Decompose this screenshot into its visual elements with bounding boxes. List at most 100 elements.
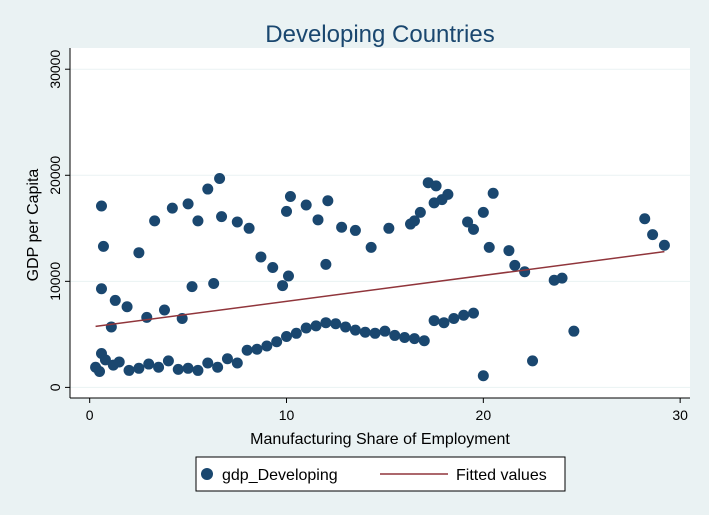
data-point [284,190,296,202]
data-point [97,240,109,252]
x-axis-title: Manufacturing Share of Employment [250,431,510,448]
data-point [121,301,133,313]
data-point [94,365,106,377]
data-point [310,320,322,332]
data-point [186,281,198,293]
data-point [462,216,474,228]
data-point [399,332,411,344]
data-point [408,333,420,345]
data-point [172,363,184,375]
data-point [568,325,580,337]
data-point [216,211,228,223]
data-point [483,241,495,253]
data-point [300,199,312,211]
y-tick-label: 10000 [47,262,63,301]
data-point [336,221,348,233]
data-point [282,270,294,282]
x-tick-label: 20 [476,407,492,423]
y-tick-label: 0 [47,383,63,391]
data-point [95,283,107,295]
data-point [320,317,332,329]
chart-title: Developing Countries [265,21,494,48]
data-point [113,356,125,368]
data-point [658,239,670,251]
data-point [340,321,352,333]
data-point [330,318,342,330]
data-point [99,354,111,366]
data-point [231,357,243,369]
legend-label-line: Fitted values [456,467,547,484]
data-point [369,327,381,339]
data-point [467,307,479,319]
fitted-line [95,250,665,328]
data-point [477,370,489,382]
x-tick-label: 0 [86,407,94,423]
data-point [509,259,521,271]
data-point [322,195,334,207]
data-point [448,312,460,324]
data-point [414,206,426,218]
data-point [418,335,430,347]
data-point [221,353,233,365]
legend-label-points: gdp_Developing [222,467,338,484]
data-point [261,340,273,352]
data-point [436,194,448,206]
data-point [320,258,332,270]
data-point [231,216,243,228]
data-point [277,280,289,292]
data-point [133,247,145,259]
data-point [202,183,214,195]
data-point [647,229,659,241]
data-point [349,224,361,236]
data-point [133,362,145,374]
data-point [281,205,293,217]
data-point [214,172,226,184]
legend: gdp_Developing Fitted values [195,456,566,492]
data-point [141,311,153,323]
data-point [519,266,531,278]
x-tick-label: 30 [672,407,688,423]
data-point [271,336,283,348]
data-point [166,202,178,214]
data-point [503,245,515,257]
grid [70,68,690,388]
x-tick-label: 10 [279,407,295,423]
data-point [241,344,253,356]
data-point [312,214,324,226]
data-point [428,315,440,327]
data-point [408,215,420,227]
y-tick-label: 20000 [47,156,63,195]
data-point [251,343,263,355]
data-point [162,355,174,367]
data-point [182,198,194,210]
data-point [153,361,165,373]
data-point [281,330,293,342]
data-point [109,294,121,306]
data-point [359,326,371,338]
data-point [267,262,279,274]
marks [90,172,670,382]
data-point [158,304,170,316]
data-point [290,327,302,339]
data-point [639,213,651,225]
data-point [243,222,255,234]
data-point [389,329,401,341]
data-point [182,362,194,374]
plot-region [70,48,690,398]
data-point [477,206,489,218]
data-point [123,364,135,376]
data-point [365,241,377,253]
data-point [149,215,161,227]
data-point [192,364,204,376]
y-axis-title: GDP per Capita [25,169,42,282]
data-point [438,317,450,329]
data-point [255,251,267,263]
data-point [202,357,214,369]
data-point [212,361,224,373]
data-point [383,222,395,234]
y-tick-label: 30000 [47,50,63,89]
data-point [379,325,391,337]
data-point [300,322,312,334]
legend-marker-points [201,468,213,480]
